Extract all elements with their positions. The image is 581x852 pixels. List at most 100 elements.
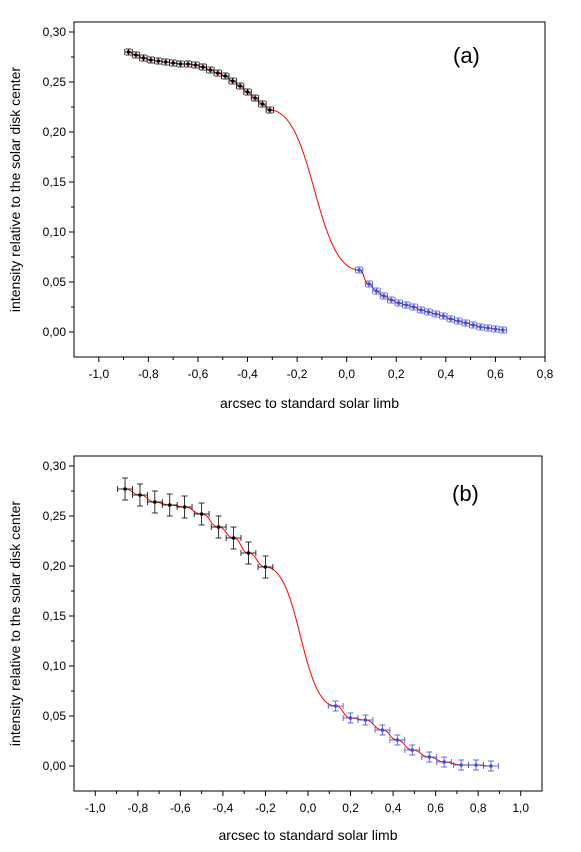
data-marker [216, 525, 221, 529]
data-marker [223, 74, 228, 78]
data-point [243, 88, 252, 96]
x-axis-label: arcsec to standard solar limb [219, 827, 398, 843]
x-axis-label: arcsec to standard solar limb [220, 395, 399, 411]
x-tick-label: 0,2 [388, 367, 405, 381]
data-marker [474, 763, 478, 767]
data-marker [442, 760, 446, 764]
data-point [468, 321, 478, 329]
data-point [409, 303, 418, 311]
y-tick-label: 0,05 [43, 275, 67, 289]
data-point [327, 700, 344, 712]
data-marker [230, 79, 235, 83]
data-marker [449, 317, 453, 321]
fit-curve [128, 51, 503, 331]
data-marker [411, 305, 416, 309]
y-tick-label: 0,15 [43, 175, 67, 189]
data-point [446, 315, 455, 323]
data-marker [167, 503, 172, 507]
data-marker [186, 62, 190, 66]
data-point [235, 82, 245, 90]
panel-label: (b) [452, 481, 479, 506]
data-marker [389, 298, 394, 302]
data-point [131, 51, 141, 59]
data-marker [419, 308, 423, 312]
data-point [374, 724, 391, 736]
y-tick-label: 0,20 [43, 125, 67, 139]
data-marker [141, 56, 146, 60]
y-tick-label: 0,15 [43, 609, 67, 623]
data-marker [178, 62, 183, 66]
data-marker [193, 63, 198, 67]
data-point [139, 54, 148, 62]
data-marker [410, 748, 415, 752]
x-tick-label: -0,8 [127, 801, 148, 815]
data-point [483, 324, 493, 332]
data-marker [426, 310, 431, 314]
data-marker [456, 319, 461, 323]
data-point [161, 58, 170, 66]
data-marker [471, 323, 475, 327]
plot-frame [73, 21, 546, 358]
data-point [250, 94, 260, 102]
data-point [213, 69, 222, 77]
data-point [240, 541, 257, 565]
data-point [498, 326, 507, 334]
y-tick-label: 0,25 [43, 75, 67, 89]
data-point [483, 760, 499, 772]
data-point [372, 287, 381, 295]
data-point [257, 555, 274, 579]
data-point [154, 57, 163, 65]
data-marker [126, 50, 131, 54]
data-marker [138, 493, 142, 497]
data-marker [380, 728, 385, 732]
data-point [124, 48, 133, 56]
data-marker [246, 551, 251, 555]
data-marker [459, 763, 463, 767]
x-tick-label: 1,0 [512, 801, 529, 815]
data-marker [123, 487, 127, 491]
data-point [431, 310, 441, 318]
data-marker [149, 58, 153, 62]
x-tick-label: 0,4 [437, 367, 454, 381]
data-marker [367, 282, 371, 286]
y-tick-label: 0,20 [43, 559, 67, 573]
data-marker [199, 512, 204, 516]
x-tick-label: 0,8 [537, 367, 554, 381]
data-point [379, 292, 388, 300]
x-tick-label: 0,0 [300, 801, 317, 815]
data-marker [260, 102, 265, 106]
data-point [228, 77, 237, 85]
y-tick-label: 0,10 [43, 659, 67, 673]
data-point [193, 502, 210, 526]
data-marker [238, 84, 242, 88]
panel-label: (a) [453, 43, 480, 68]
data-point [389, 734, 406, 746]
data-marker [156, 59, 161, 63]
data-marker [245, 90, 250, 94]
data-point [132, 483, 148, 507]
x-tick-label: 0,6 [487, 367, 504, 381]
x-tick-label: -0,6 [188, 367, 209, 381]
data-point [387, 296, 396, 304]
x-tick-label: -0,4 [237, 367, 258, 381]
x-tick-label: -0,8 [138, 367, 159, 381]
data-point [146, 490, 163, 514]
data-marker [434, 312, 438, 316]
data-point [265, 106, 274, 114]
data-marker [182, 505, 187, 509]
data-point [476, 323, 485, 331]
x-tick-label: -0,4 [213, 801, 234, 815]
data-point [221, 72, 230, 80]
data-point [176, 60, 185, 68]
data-marker [374, 289, 379, 293]
data-point [161, 493, 178, 517]
data-point [461, 319, 470, 327]
y-tick-label: 0,25 [43, 509, 67, 523]
data-point [491, 325, 500, 333]
data-point [176, 495, 193, 519]
data-marker [493, 327, 498, 331]
y-tick-label: 0,30 [43, 25, 67, 39]
data-marker [153, 500, 157, 504]
data-point [146, 56, 155, 64]
data-point [210, 515, 227, 539]
